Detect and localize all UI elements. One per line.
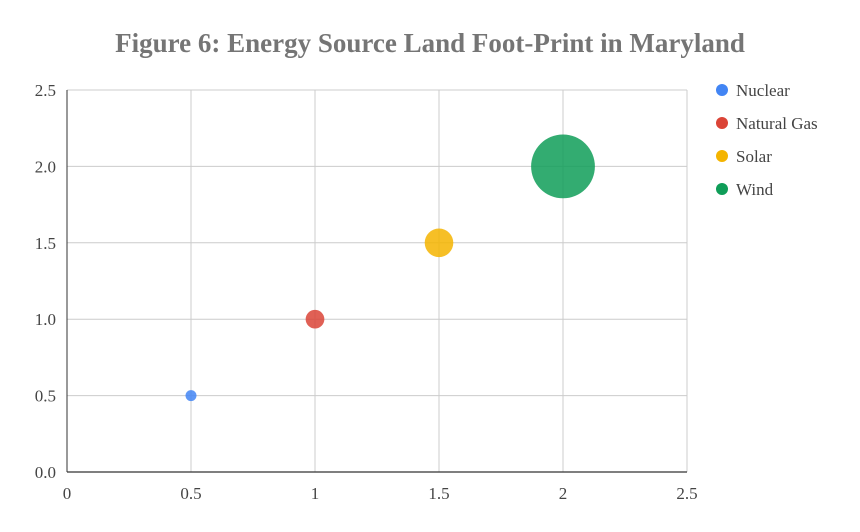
x-tick-label: 1.5 bbox=[428, 484, 449, 503]
y-tick-label: 2.0 bbox=[35, 157, 56, 176]
x-tick-label: 0.5 bbox=[180, 484, 201, 503]
x-tick-label: 2 bbox=[559, 484, 568, 503]
legend-item-solar[interactable]: Solar bbox=[716, 147, 772, 166]
y-tick-label: 0.0 bbox=[35, 463, 56, 482]
y-tick-label: 1.5 bbox=[35, 234, 56, 253]
legend-label: Wind bbox=[736, 180, 774, 199]
legend-item-natural-gas[interactable]: Natural Gas bbox=[716, 114, 818, 133]
data-point-solar[interactable] bbox=[424, 228, 454, 258]
legend-label: Natural Gas bbox=[736, 114, 818, 133]
legend-item-nuclear[interactable]: Nuclear bbox=[716, 81, 790, 100]
legend-label: Nuclear bbox=[736, 81, 790, 100]
legend-marker bbox=[716, 84, 728, 96]
y-tick-label: 0.5 bbox=[35, 387, 56, 406]
legend-marker bbox=[716, 183, 728, 195]
x-tick-label: 2.5 bbox=[676, 484, 697, 503]
data-point-natural-gas[interactable] bbox=[305, 309, 325, 329]
x-tick-label: 0 bbox=[63, 484, 72, 503]
legend-marker bbox=[716, 117, 728, 129]
data-point-nuclear[interactable] bbox=[185, 390, 197, 402]
y-tick-label: 2.5 bbox=[35, 81, 56, 100]
legend-item-wind[interactable]: Wind bbox=[716, 180, 774, 199]
x-tick-label: 1 bbox=[311, 484, 320, 503]
data-point-wind[interactable] bbox=[531, 134, 595, 199]
y-tick-label: 1.0 bbox=[35, 310, 56, 329]
legend-label: Solar bbox=[736, 147, 772, 166]
chart-title: Figure 6: Energy Source Land Foot-Print … bbox=[115, 28, 745, 58]
legend-marker bbox=[716, 150, 728, 162]
